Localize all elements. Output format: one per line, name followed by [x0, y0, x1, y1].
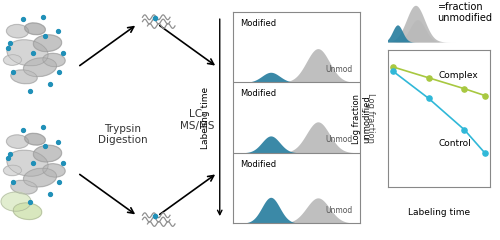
Ellipse shape	[1, 192, 31, 211]
Ellipse shape	[24, 133, 46, 145]
Text: =fraction
unmodified: =fraction unmodified	[438, 2, 492, 24]
Ellipse shape	[11, 180, 37, 194]
Point	[460, 128, 468, 132]
Text: Modified: Modified	[240, 90, 277, 98]
Ellipse shape	[43, 53, 65, 67]
Text: Modified: Modified	[240, 19, 277, 28]
Text: Trypsin
Digestion: Trypsin Digestion	[98, 124, 148, 145]
Text: Log fraction
unmodified: Log fraction unmodified	[352, 94, 372, 144]
Text: Unmod: Unmod	[325, 135, 352, 144]
Point	[460, 87, 468, 91]
Text: Complex: Complex	[439, 71, 478, 79]
Text: Labeling time: Labeling time	[408, 208, 470, 217]
Text: Unmod: Unmod	[325, 65, 352, 74]
Ellipse shape	[34, 145, 62, 162]
Ellipse shape	[11, 70, 37, 84]
Text: Modified: Modified	[240, 160, 277, 169]
Ellipse shape	[24, 23, 46, 35]
Ellipse shape	[43, 164, 65, 177]
Ellipse shape	[4, 165, 22, 176]
Point	[424, 76, 432, 80]
Point	[388, 65, 396, 69]
Ellipse shape	[24, 58, 56, 77]
Point	[388, 69, 396, 73]
Ellipse shape	[6, 135, 29, 148]
Text: LC-
MS/MS: LC- MS/MS	[180, 109, 215, 131]
Ellipse shape	[4, 55, 22, 65]
Ellipse shape	[7, 150, 48, 176]
Point	[481, 94, 489, 97]
Text: Unmod: Unmod	[325, 206, 352, 215]
Ellipse shape	[7, 40, 48, 66]
Point	[424, 96, 432, 100]
Ellipse shape	[6, 24, 29, 38]
Text: Control: Control	[439, 139, 472, 148]
Ellipse shape	[13, 203, 42, 220]
Ellipse shape	[24, 168, 56, 187]
Text: Labeling time: Labeling time	[200, 87, 209, 149]
Point	[481, 151, 489, 155]
Ellipse shape	[34, 35, 62, 52]
Text: Log fraction: Log fraction	[366, 93, 376, 143]
